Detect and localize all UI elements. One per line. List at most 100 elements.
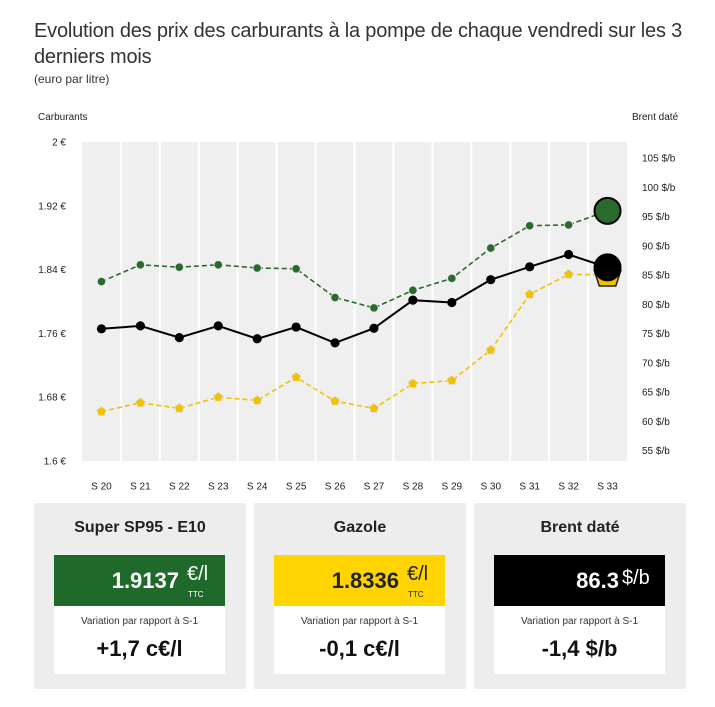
data-point (368, 402, 380, 413)
data-point (290, 371, 302, 382)
data-point (593, 253, 622, 282)
data-point (407, 378, 419, 389)
x-tick-label: S 33 (597, 482, 618, 493)
variation-label: Variation par rapport à S-1 (520, 616, 639, 627)
card-title: Brent daté (540, 519, 620, 536)
chart-title: Evolution des prix des carburants à la p… (34, 20, 683, 68)
y-right-tick-label: 60 $/b (642, 417, 670, 428)
y-right-tick-label: 90 $/b (642, 241, 670, 252)
data-point (135, 397, 146, 408)
data-point (564, 249, 574, 260)
data-point (252, 334, 262, 344)
data-point (291, 322, 301, 332)
variation-box: Variation par rapport à S-1 +1,7 c€/l (54, 606, 225, 674)
data-point (486, 275, 496, 285)
data-point (525, 262, 535, 272)
card-brent: Brent daté 86.3 $/b Variation par rappor… (474, 503, 686, 689)
x-tick-label: S 20 (91, 482, 112, 493)
data-point (96, 324, 107, 334)
data-point (408, 295, 418, 305)
y-left-tick-label: 2 € (52, 138, 66, 149)
variation-box: Variation par rapport à S-1 -1,4 $/b (494, 606, 665, 674)
x-tick-label: S 31 (519, 482, 540, 493)
data-point (213, 260, 223, 270)
ttc-label: TTC (188, 590, 204, 599)
x-tick-label: S 22 (169, 482, 190, 493)
data-point (447, 297, 457, 308)
price-value: 1.8336 (331, 568, 399, 593)
card-title: Super SP95 - E10 (74, 519, 206, 536)
x-tick-label: S 23 (208, 482, 229, 493)
data-point (329, 395, 341, 406)
data-point (291, 264, 301, 274)
y-right-tick-label: 95 $/b (642, 212, 670, 223)
x-tick-label: S 27 (364, 482, 385, 493)
data-point (251, 394, 263, 405)
data-point (330, 338, 340, 348)
series-line (101, 210, 608, 309)
variation-value: -1,4 $/b (541, 636, 618, 661)
price-unit: €/l (187, 563, 209, 585)
chart-subtitle: (euro par litre) (34, 72, 110, 86)
data-point (369, 303, 379, 313)
variation-label: Variation par rapport à S-1 (80, 616, 199, 627)
y-right-tick-label: 80 $/b (642, 300, 670, 311)
y-left-tick-label: 1.68 € (38, 393, 66, 404)
variation-box: Variation par rapport à S-1 -0,1 c€/l (274, 606, 445, 674)
x-tick-label: S 21 (130, 482, 151, 493)
y-right-tick-label: 70 $/b (642, 358, 670, 369)
y-left-tick-label: 1.84 € (38, 265, 66, 276)
right-axis-title: Brent daté (632, 112, 679, 123)
y-right-tick-label: 65 $/b (642, 388, 670, 399)
y-right-tick-label: 85 $/b (642, 271, 670, 282)
data-point (174, 262, 184, 272)
data-point (252, 263, 262, 273)
data-point (446, 375, 458, 385)
data-point (563, 268, 574, 279)
data-point (330, 292, 340, 303)
price-unit: $/b (622, 567, 650, 589)
card-sp95: Super SP95 - E10 1.9137 €/l TTC Variatio… (34, 503, 246, 689)
y-right-tick-label: 100 $/b (642, 183, 676, 194)
x-tick-label: S 24 (247, 482, 268, 493)
y-right-tick-label: 75 $/b (642, 329, 670, 340)
data-point (174, 332, 184, 343)
x-tick-label: S 32 (558, 482, 579, 493)
price-box: 86.3 $/b (494, 555, 665, 606)
data-point (213, 321, 223, 331)
series-line (101, 253, 608, 344)
ttc-label: TTC (408, 590, 424, 599)
data-point (593, 196, 622, 225)
data-point (369, 323, 379, 333)
data-point (213, 391, 224, 402)
variation-value: +1,7 c€/l (96, 636, 183, 661)
y-right-tick-label: 105 $/b (642, 154, 676, 165)
card-gazole: Gazole 1.8336 €/l TTC Variation par rapp… (254, 503, 466, 689)
y-left-tick-label: 1.92 € (38, 201, 66, 212)
data-point (525, 221, 535, 231)
line-chart: 2 € 1.92 € 1.84 € 1.76 € 1.68 € 1.6 € 105 $/b 1… (38, 138, 676, 493)
data-point (96, 276, 107, 287)
variation-value: -0,1 c€/l (319, 636, 400, 661)
x-tick-label: S 29 (442, 482, 463, 493)
data-point (408, 285, 418, 295)
x-tick-label: S 28 (403, 482, 424, 493)
x-tick-label: S 25 (286, 482, 307, 493)
data-point (524, 288, 535, 299)
price-value: 86.3 (576, 568, 619, 593)
data-point (447, 273, 457, 283)
data-point (174, 402, 185, 413)
data-point (96, 406, 107, 417)
data-point (485, 344, 496, 355)
x-tick-label: S 30 (480, 482, 501, 493)
series-line (101, 273, 608, 413)
variation-label: Variation par rapport à S-1 (300, 616, 419, 627)
y-right-tick-label: 55 $/b (642, 446, 670, 457)
y-left-tick-label: 1.6 € (44, 457, 67, 468)
data-point (486, 243, 496, 253)
price-box: 1.8336 €/l TTC (274, 555, 445, 606)
data-point (135, 321, 145, 331)
price-unit: €/l (407, 563, 429, 585)
data-point (135, 260, 145, 270)
x-tick-label: S 26 (325, 482, 346, 493)
